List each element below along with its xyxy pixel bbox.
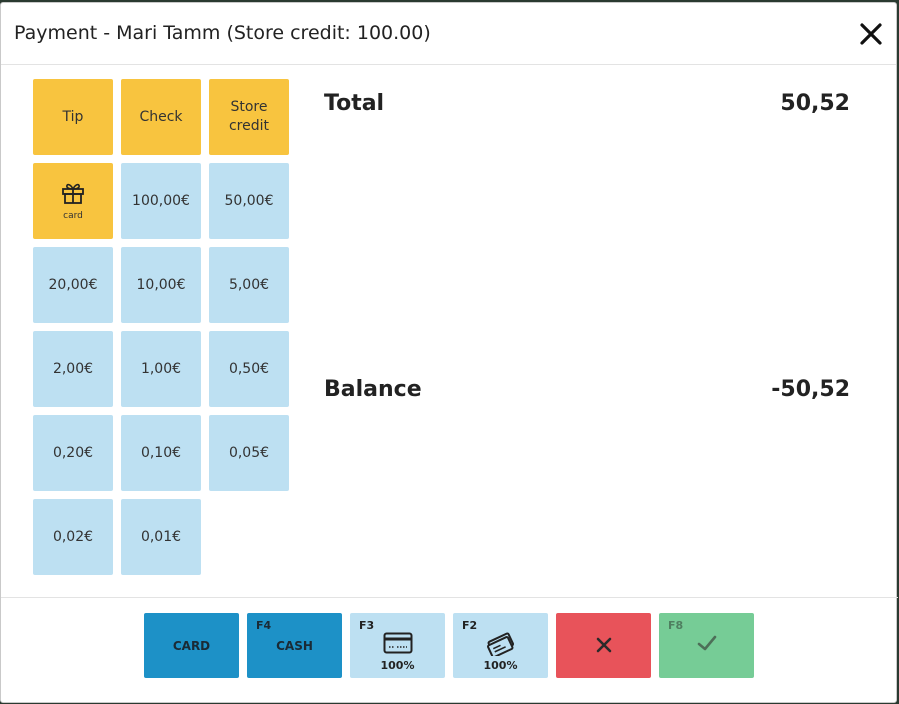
close-icon[interactable]: [858, 21, 884, 47]
denomination-0-10[interactable]: 0,10€: [121, 415, 201, 491]
voucher-shortcut-key: F2: [462, 619, 478, 632]
total-label: Total: [324, 91, 385, 116]
confirm-button[interactable]: F8: [659, 613, 754, 678]
check-label: Check: [139, 108, 183, 125]
store-credit-label: Store credit: [228, 99, 270, 134]
cash-button-label: CASH: [276, 639, 313, 653]
card-button[interactable]: CARD: [144, 613, 239, 678]
card-full-shortcut-key: F3: [359, 619, 375, 632]
denomination-0-20[interactable]: 0,20€: [33, 415, 113, 491]
dialog-header: Payment - Mari Tamm (Store credit: 100.0…: [1, 3, 896, 65]
cancel-button[interactable]: [556, 613, 651, 678]
denomination-0-02[interactable]: 0,02€: [33, 499, 113, 575]
voucher-full-amount-button[interactable]: F2 100%: [453, 613, 548, 678]
close-icon: [594, 635, 614, 659]
denomination-5[interactable]: 5,00€: [209, 247, 289, 323]
denomination-20[interactable]: 20,00€: [33, 247, 113, 323]
confirm-shortcut-key: F8: [668, 619, 684, 632]
card-full-amount-button[interactable]: F3 100%: [350, 613, 445, 678]
card-full-percent: 100%: [380, 659, 415, 672]
voucher-percent: 100%: [483, 659, 518, 672]
credit-card-icon: [383, 632, 413, 658]
total-value: 50,52: [780, 91, 850, 116]
denomination-100[interactable]: 100,00€: [121, 163, 201, 239]
checkmark-icon: [696, 633, 718, 657]
gift-card-button[interactable]: card: [33, 163, 113, 239]
denomination-50[interactable]: 50,00€: [209, 163, 289, 239]
balance-value: -50,52: [771, 377, 850, 402]
cash-button[interactable]: F4 CASH: [247, 613, 342, 678]
card-button-label: CARD: [172, 639, 211, 653]
voucher-icon: [486, 632, 516, 660]
tip-label: Tip: [62, 108, 84, 125]
gift-icon: [61, 182, 85, 210]
store-credit-button[interactable]: Store credit: [209, 79, 289, 155]
cash-shortcut-key: F4: [256, 619, 272, 632]
check-button[interactable]: Check: [121, 79, 201, 155]
dialog-footer: CARD F4 CASH F3 100% F2: [1, 597, 898, 704]
denomination-0-01[interactable]: 0,01€: [121, 499, 201, 575]
denomination-0-05[interactable]: 0,05€: [209, 415, 289, 491]
denomination-10[interactable]: 10,00€: [121, 247, 201, 323]
denomination-1[interactable]: 1,00€: [121, 331, 201, 407]
denomination-0-50[interactable]: 0,50€: [209, 331, 289, 407]
balance-label: Balance: [324, 377, 422, 402]
dialog-title: Payment - Mari Tamm (Store credit: 100.0…: [14, 22, 431, 44]
gift-card-label: card: [63, 210, 83, 221]
denomination-2[interactable]: 2,00€: [33, 331, 113, 407]
tip-button[interactable]: Tip: [33, 79, 113, 155]
